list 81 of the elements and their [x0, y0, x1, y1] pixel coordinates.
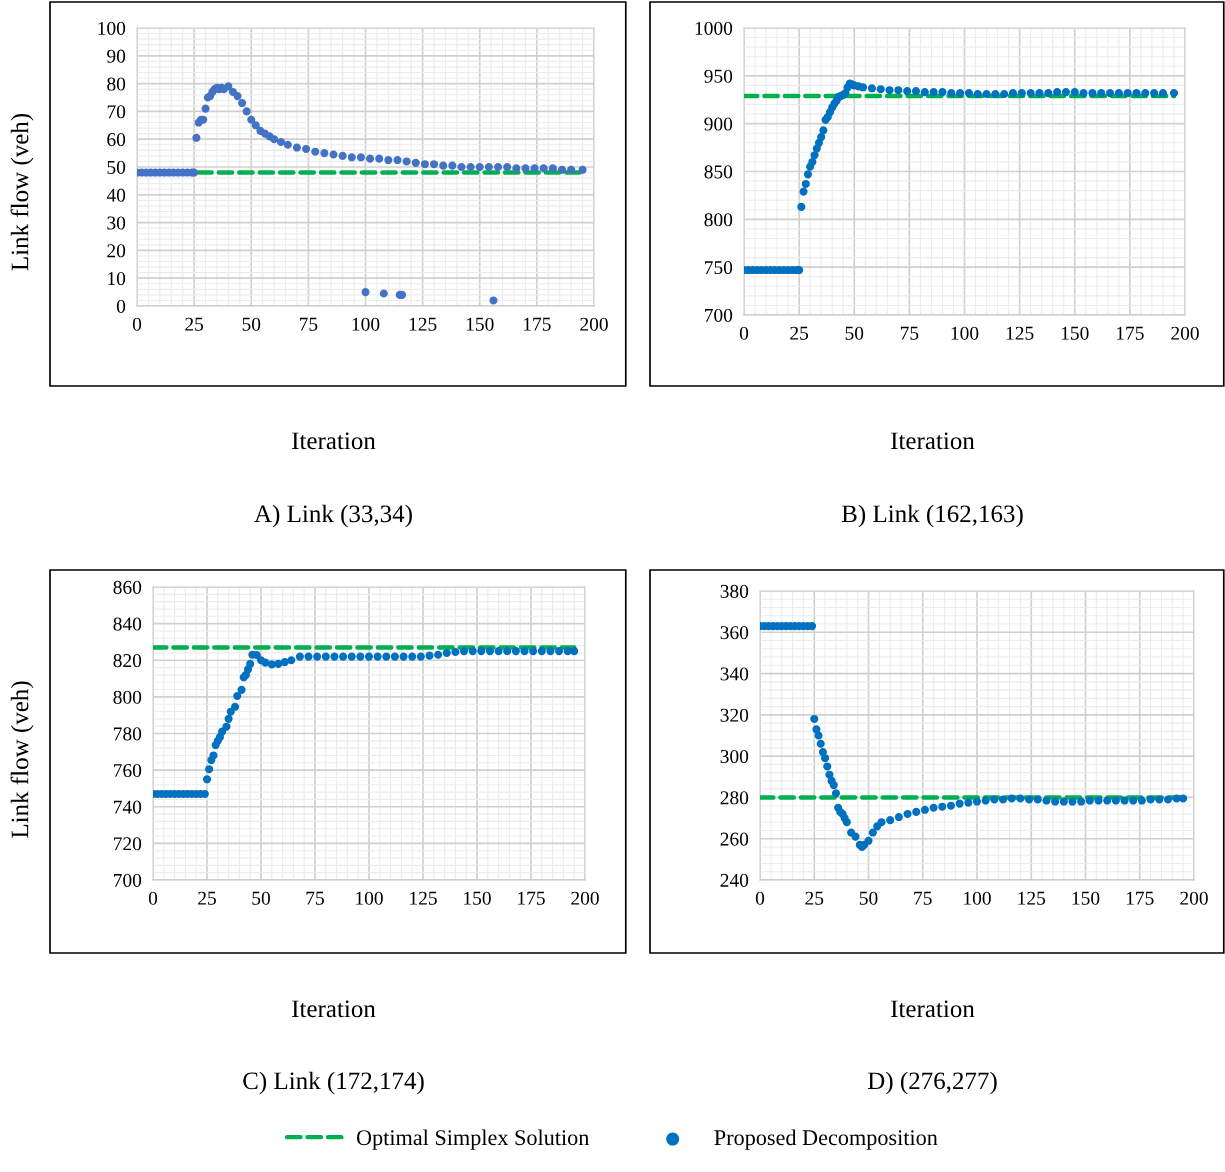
x-tick-label: 0: [755, 891, 765, 905]
x-tick-label: 175: [1126, 891, 1154, 905]
x-tick-label: 200: [580, 317, 608, 331]
x-tick-label: 175: [518, 891, 545, 905]
legend-label: Optimal Simplex Solution: [356, 1129, 590, 1150]
y-tick-label: 300: [720, 749, 749, 764]
y-tick-label: 780: [114, 727, 142, 741]
x-tick-label: 150: [464, 891, 491, 905]
y-tick-label: 260: [720, 832, 749, 846]
y-tick-label: 30: [107, 216, 126, 230]
y-tick-label: 860: [113, 580, 142, 594]
y-tick-label: 0: [116, 299, 126, 313]
x-tick-label: 100: [352, 317, 380, 331]
x-axis-title: Iteration: [891, 1000, 975, 1018]
y-tick-label: 700: [114, 873, 142, 887]
x-tick-label: 50: [845, 326, 864, 340]
x-tick-label: 25: [790, 326, 809, 340]
x-tick-label: 125: [409, 317, 437, 331]
y-tick-label: 20: [107, 244, 126, 258]
y-tick-label: 320: [720, 708, 749, 722]
text: A) Link (33,34): [254, 504, 412, 528]
y-tick-label: 800: [704, 213, 733, 227]
x-tick-label: 175: [1117, 326, 1144, 340]
x-tick-label: 50: [252, 891, 270, 905]
y-tick-label: 70: [107, 105, 126, 119]
y-tick-label: 800: [113, 690, 142, 704]
x-tick-label: 125: [1018, 891, 1046, 905]
y-tick-label: 750: [705, 260, 733, 275]
y-tick-label: 60: [107, 133, 126, 147]
x-tick-label: 0: [148, 891, 158, 905]
y-tick-label: 80: [107, 77, 126, 91]
x-axis-title: Iteration: [891, 432, 975, 450]
x-tick-label: 50: [242, 317, 261, 331]
x-tick-label: 100: [356, 891, 383, 905]
x-tick-label: 25: [185, 317, 204, 331]
y-tick-label: 950: [704, 69, 733, 83]
x-tick-label: 150: [1072, 891, 1100, 905]
x-tick-label: 25: [198, 891, 216, 905]
legend-label: Proposed Decomposition: [714, 1129, 938, 1150]
y-axis-title: Link flow (veh): [10, 113, 34, 271]
y-tick-label: 720: [114, 837, 142, 851]
y-tick-label: 740: [114, 800, 142, 814]
y-tick-label: 360: [720, 626, 749, 640]
y-tick-label: 380: [720, 584, 749, 598]
y-tick-label: 850: [704, 165, 733, 179]
y-tick-label: 700: [705, 308, 733, 322]
y-tick-label: 840: [113, 617, 142, 631]
y-tick-label: 280: [720, 791, 749, 805]
y-tick-label: 100: [98, 21, 126, 35]
y-axis-title: Link flow (veh): [10, 681, 34, 838]
y-tick-label: 1000: [695, 21, 733, 35]
y-tick-label: 340: [720, 667, 749, 681]
y-tick-label: 50: [107, 160, 126, 174]
x-tick-label: 75: [900, 326, 919, 340]
y-tick-label: 10: [108, 272, 126, 286]
x-tick-label: 100: [964, 891, 991, 905]
x-tick-label: 200: [571, 891, 599, 905]
y-tick-label: 240: [720, 873, 749, 887]
x-tick-label: 200: [1180, 891, 1208, 905]
x-tick-label: 100: [951, 326, 979, 340]
y-tick-label: 760: [114, 763, 142, 778]
text: C) Link (172,174): [243, 1071, 424, 1095]
x-tick-label: 75: [306, 891, 324, 905]
x-tick-label: 50: [859, 891, 878, 905]
x-axis-title: Iteration: [292, 1000, 376, 1018]
x-tick-label: 75: [299, 317, 318, 331]
y-tick-label: 90: [107, 49, 126, 63]
x-axis-title: Iteration: [292, 432, 376, 450]
text: D) (276,277): [867, 1071, 997, 1095]
x-tick-label: 75: [914, 891, 932, 905]
x-tick-label: 125: [1006, 326, 1034, 340]
y-tick-label: 40: [106, 188, 126, 202]
x-tick-label: 200: [1171, 326, 1199, 340]
x-tick-label: 175: [524, 317, 551, 331]
x-tick-label: 150: [1061, 326, 1089, 340]
y-tick-label: 900: [704, 117, 733, 131]
text: B) Link (162,163): [841, 504, 1023, 528]
x-tick-label: 25: [805, 891, 824, 905]
x-tick-label: 150: [466, 317, 494, 331]
x-tick-label: 125: [410, 891, 437, 905]
y-tick-label: 820: [113, 654, 142, 668]
